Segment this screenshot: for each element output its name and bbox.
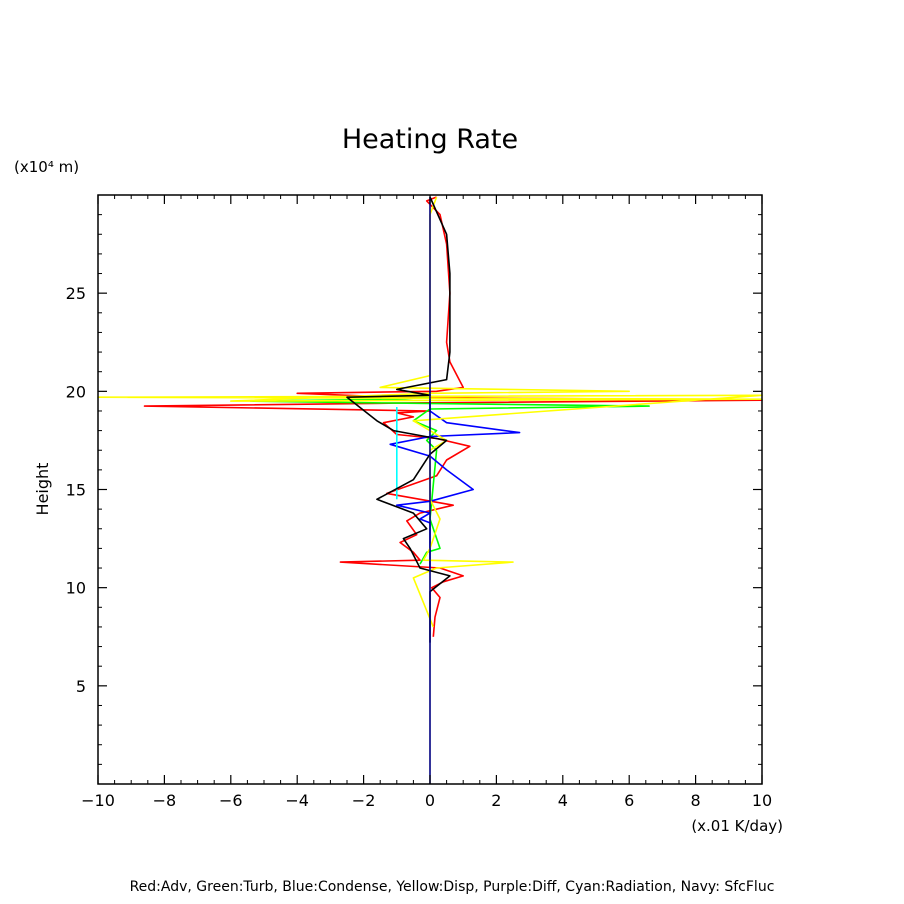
x-tick-label: −4 <box>285 791 309 810</box>
y-tick-label: 20 <box>66 382 86 401</box>
series-line-adv <box>143 196 763 637</box>
series-line-total <box>346 196 451 643</box>
x-tick-label: 10 <box>752 791 772 810</box>
x-tick-label: 4 <box>558 791 568 810</box>
chart-title: Heating Rate <box>342 124 518 155</box>
y-tick-label: 5 <box>76 677 86 696</box>
series-line-turb <box>249 396 650 565</box>
plot-frame <box>97 194 763 785</box>
x-tick-label: 8 <box>691 791 701 810</box>
y-axis-label: Height <box>33 463 52 516</box>
x-tick-label: 6 <box>624 791 634 810</box>
x-axis-unit: (x.01 K/day) <box>691 817 783 835</box>
x-tick-label: −10 <box>81 791 115 810</box>
series-layer <box>97 196 763 784</box>
x-tick-label: −2 <box>352 791 376 810</box>
y-tick-label: 15 <box>66 481 86 500</box>
y-axis-unit: (x10⁴ m) <box>14 158 79 176</box>
axis-layer: −10 −8 −6 −4 −2 0 2 4 6 8 10 5 10 15 20 25 <box>66 195 772 810</box>
legend-footnote: Red:Adv, Green:Turb, Blue:Condense, Yell… <box>130 879 775 895</box>
y-tick-label: 10 <box>66 579 86 598</box>
x-tick-label: −8 <box>153 791 177 810</box>
y-tick-label: 25 <box>66 284 86 303</box>
x-tick-label: 2 <box>491 791 501 810</box>
x-tick-label: −6 <box>219 791 243 810</box>
x-tick-label: 0 <box>425 791 435 810</box>
series-line-disp <box>97 196 763 628</box>
